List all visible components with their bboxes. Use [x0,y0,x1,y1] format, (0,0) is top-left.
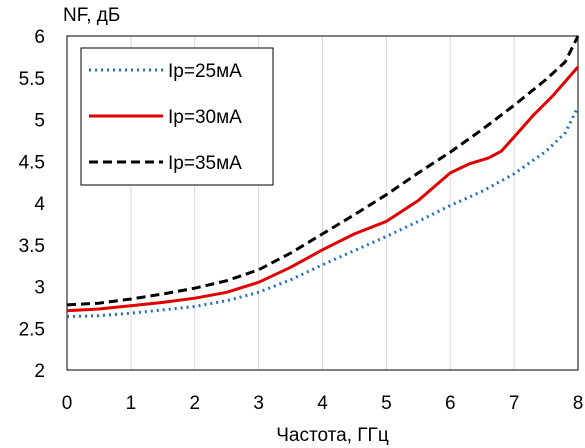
y-tick-label: 5.5 [19,69,45,90]
y-axis-label: NF, дБ [63,5,120,26]
y-tick-label: 5 [34,111,45,132]
plot-area [66,35,579,371]
y-tick-label: 6 [34,27,45,48]
y-tick-labels: 2 2.5 3 3.5 4 4.5 5 5.5 6 [19,27,46,382]
x-tick-label: 5 [381,393,392,414]
legend-label: Ip=25мА [168,61,242,82]
y-tick-label: 4 [34,194,45,215]
legend: Ip=25мА Ip=30мА Ip=35мА [80,47,274,186]
series-line [66,106,580,319]
legend-label: Ip=30мА [168,107,242,128]
legend-label: Ip=35мА [168,153,242,174]
x-tick-label: 1 [126,393,137,414]
x-tick-label: 0 [62,393,73,414]
y-tick-label: 3 [34,278,45,299]
y-tick-label: 2 [34,361,45,382]
x-tick-label: 7 [509,393,520,414]
y-tick-label: 3.5 [19,236,45,257]
x-tick-labels: 0 1 2 3 4 5 6 7 8 [62,393,584,414]
y-tick-label: 4.5 [19,152,45,173]
x-axis-label: Частота, ГГц [276,425,389,446]
series-line [66,35,580,307]
series-lines [66,35,580,319]
x-tick-label: 3 [253,393,264,414]
y-tick-label: 2.5 [19,319,45,340]
x-tick-label: 8 [573,393,584,414]
series-line [66,65,580,313]
x-tick-label: 4 [317,393,328,414]
x-tick-label: 6 [445,393,456,414]
x-tick-label: 2 [189,393,200,414]
